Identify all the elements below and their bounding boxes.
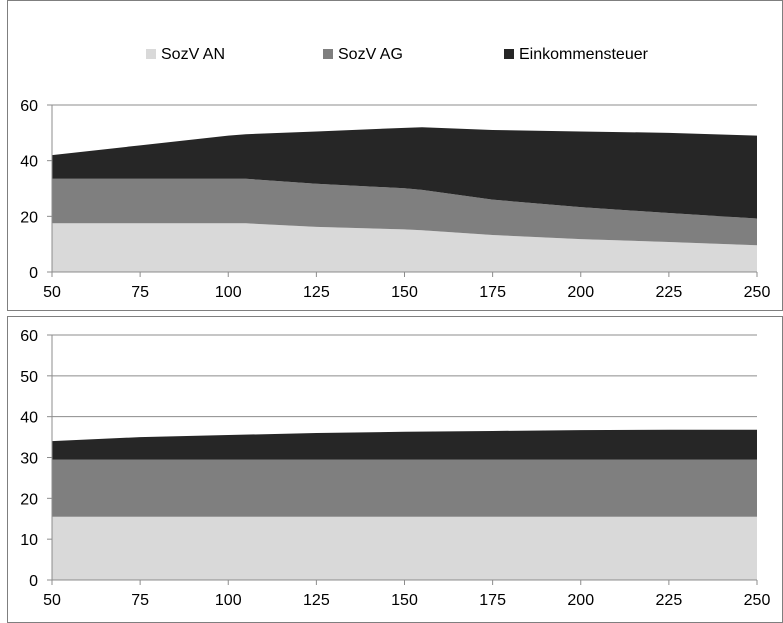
bottom-y-tick-label: 30	[20, 451, 38, 468]
top-y-tick-label: 40	[20, 154, 38, 171]
top-x-tick-label: 75	[131, 284, 149, 301]
top-y-tick-label: 60	[20, 98, 38, 115]
legend: SozV AN SozV AG Einkommensteuer	[146, 46, 649, 63]
bottom-x-tick-label: 75	[131, 592, 149, 609]
top-x-tick-label: 100	[215, 284, 242, 301]
legend-swatch-einkommensteuer	[504, 49, 514, 59]
legend-label-einkommensteuer: Einkommensteuer	[519, 46, 649, 63]
legend-swatch-sozv-an	[146, 49, 156, 59]
legend-label-sozv-an: SozV AN	[161, 46, 225, 63]
bottom-y-tick-label: 40	[20, 410, 38, 427]
bottom-y-tick-label: 10	[20, 532, 38, 549]
top-area-sozv-an	[52, 223, 757, 272]
bottom-area-einkommensteuer	[52, 429, 757, 460]
top-y-tick-label: 0	[29, 265, 38, 282]
bottom-x-tick-label: 50	[43, 592, 61, 609]
bottom-y-tick-label: 0	[29, 573, 38, 590]
bottom-x-tick-label: 100	[215, 592, 242, 609]
bottom-y-tick-label: 50	[20, 369, 38, 386]
legend-label-sozv-ag: SozV AG	[338, 46, 403, 63]
top-area-sozv-ag	[52, 178, 757, 246]
bottom-x-tick-label: 225	[656, 592, 683, 609]
top-x-tick-label: 125	[303, 284, 330, 301]
top-x-tick-label: 250	[744, 284, 771, 301]
top-x-tick-label: 200	[567, 284, 594, 301]
bottom-x-tick-label: 175	[479, 592, 506, 609]
top-area-einkommensteuer	[52, 127, 757, 219]
top-x-tick-label: 50	[43, 284, 61, 301]
bottom-area-sozv-ag	[52, 459, 757, 517]
bottom-x-tick-label: 150	[391, 592, 418, 609]
bottom-x-tick-label: 250	[744, 592, 771, 609]
legend-swatch-sozv-ag	[323, 49, 333, 59]
bottom-y-tick-label: 60	[20, 328, 38, 345]
top-y-tick-label: 20	[20, 209, 38, 226]
bottom-x-tick-label: 200	[567, 592, 594, 609]
bottom-chart-plot: 0 10 20 30 40 50 60 50 75 100 125 150 175 200 225 250	[20, 328, 770, 609]
bottom-x-tick-label: 125	[303, 592, 330, 609]
bottom-area-sozv-an	[52, 516, 757, 580]
top-x-tick-label: 225	[656, 284, 683, 301]
top-x-tick-label: 150	[391, 284, 418, 301]
bottom-y-tick-label: 20	[20, 491, 38, 508]
top-x-tick-label: 175	[479, 284, 506, 301]
top-chart-plot: 0 20 40 60 50 75 100 125 150 175 200 225 250	[20, 98, 770, 301]
